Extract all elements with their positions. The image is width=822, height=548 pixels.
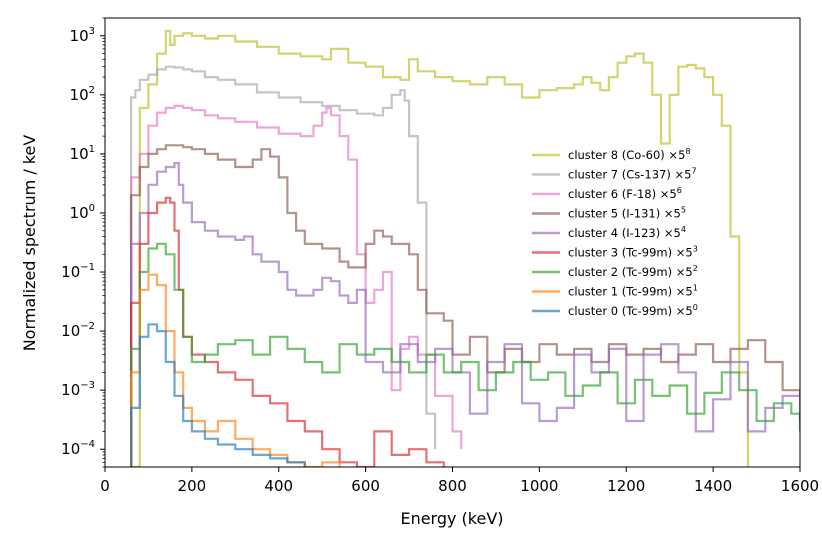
legend-entry-label: cluster 1 (Tc-99m) ×51 [568,284,698,299]
series-line-cluster-8 [131,30,749,467]
series-line-cluster-7 [130,65,437,467]
y-tick-label: 102 [70,85,95,104]
y-tick-label: 10−1 [61,262,95,281]
series-line-cluster-2 [130,242,800,467]
x-tick-label: 800 [438,477,467,495]
x-axis-label: Energy (keV) [400,509,503,528]
series-line-cluster-0 [130,323,306,467]
legend-entry-label: cluster 3 (Tc-99m) ×53 [568,245,698,260]
series-line-cluster-3 [130,196,445,467]
y-tick-label: 103 [70,26,95,45]
x-tick-label: 1600 [781,477,819,495]
y-axis-label: Normalized spectrum / keV [20,135,39,352]
y-tick-label: 10−4 [61,439,95,458]
legend-entry-label: cluster 8 (Co-60) ×58 [568,147,690,162]
legend-entry-label: cluster 6 (F-18) ×56 [568,186,682,201]
x-tick-label: 1200 [607,477,645,495]
plot-background [105,18,800,467]
legend-entry-label: cluster 2 (Tc-99m) ×52 [568,264,698,279]
y-axis-ticks: 10−4 10−3 10−2 10−1 100 101 102 103 [61,17,105,468]
x-tick-label: 0 [100,477,110,495]
legend: cluster 8 (Co-60) ×58 cluster 7 (Cs-137) … [532,147,698,318]
x-tick-label: 200 [178,477,207,495]
legend-entry-label: cluster 0 (Tc-99m) ×50 [568,303,698,318]
series-line-cluster-4 [130,162,800,467]
y-tick-label: 100 [70,203,95,222]
x-axis-ticks: 0 200 400 600 800 1000 1200 1400 1600 [100,467,819,495]
legend-entry-label: cluster 4 (I-123) ×54 [568,225,686,240]
series-layer [130,30,800,467]
x-tick-label: 1000 [520,477,558,495]
legend-entry-label: cluster 5 (I-131) ×55 [568,206,686,221]
x-tick-label: 400 [264,477,293,495]
legend-entry-label: cluster 7 (Cs-137) ×57 [568,167,697,182]
x-tick-label: 1400 [694,477,732,495]
y-tick-label: 10−2 [61,321,95,340]
y-tick-label: 101 [70,144,95,163]
y-tick-label: 10−3 [61,380,95,399]
x-tick-label: 600 [351,477,380,495]
